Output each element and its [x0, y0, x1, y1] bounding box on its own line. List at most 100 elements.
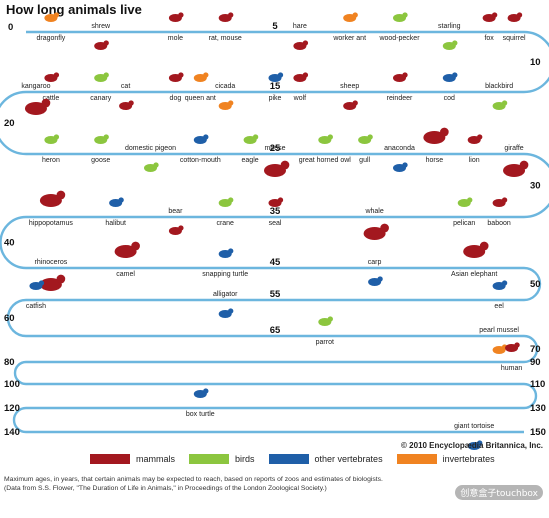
alligator-icon [228, 308, 234, 314]
animal-marker: carp [368, 259, 383, 286]
animal-label: crane [216, 220, 234, 227]
animal-label: bear [168, 208, 183, 215]
animal-label: worker ant [332, 35, 366, 42]
tortoise-icon [477, 440, 483, 446]
animal-marker: hare [293, 23, 309, 50]
animal-marker: gull [358, 134, 373, 164]
animal-label: dragonfly [37, 35, 66, 42]
bear-icon [178, 225, 184, 231]
animal-marker: wood-pecker [378, 12, 420, 42]
animal-label: pearl mussel [479, 327, 519, 334]
animal-label: alligator [213, 291, 238, 298]
animal-label: box turtle [186, 411, 215, 418]
lion-icon [477, 134, 483, 140]
animal-label: pelican [453, 220, 475, 227]
animal-label: giant tortoise [454, 423, 494, 430]
moose-icon [264, 164, 286, 177]
squirrel-icon [516, 12, 523, 18]
heron-icon [53, 134, 60, 140]
kangaroo-icon [41, 98, 51, 108]
animal-marker: eagle [242, 134, 259, 164]
hippo-icon [39, 194, 62, 207]
animal-label: whale [364, 208, 383, 215]
animal-marker: pelican [453, 197, 475, 227]
animal-marker: cicada [215, 83, 235, 110]
animal-label: pike [269, 95, 282, 102]
animal-marker: mole [168, 12, 184, 42]
horse-icon [440, 127, 449, 137]
year-marker: 55 [270, 289, 281, 300]
animal-label: blackbird [485, 83, 513, 90]
legend-label-mammals: mammals [136, 454, 176, 464]
animal-label: kangaroo [21, 83, 50, 90]
animal-marker: squirrel [503, 12, 526, 42]
animal-label: eel [494, 303, 504, 310]
animal-label: dog [170, 95, 182, 102]
giraffe-icon [503, 164, 526, 177]
animal-marker: giraffe [503, 145, 529, 177]
legend-item-birds: birds [189, 454, 255, 464]
carp-icon [377, 276, 383, 282]
timeline-track [0, 30, 549, 434]
animal-marker: rat, mouse [209, 12, 242, 42]
animal-label: rhinoceros [35, 259, 68, 266]
animal-marker: cotton-mouth [180, 134, 221, 164]
woodpecker-icon [402, 12, 408, 18]
whale-icon [380, 223, 389, 233]
year-marker: 0 [8, 22, 13, 33]
animal-label: heron [42, 157, 60, 164]
dragonfly-icon [53, 12, 60, 18]
dog-icon [178, 72, 184, 78]
year-marker: 110 [530, 379, 545, 390]
year-marker: 10 [530, 57, 541, 68]
animal-marker: whale [363, 208, 389, 240]
animal-label: camel [116, 271, 135, 278]
animal-marker: alligator [213, 291, 238, 318]
animal-marker: starling [438, 23, 461, 50]
box-turtle-icon [203, 388, 209, 394]
year-marker: 35 [270, 206, 281, 217]
animal-label: goose [91, 157, 110, 164]
animal-marker: human [501, 342, 522, 372]
pike-icon [277, 72, 284, 78]
animal-marker: fox [482, 12, 498, 42]
legend-swatch-birds [189, 454, 230, 464]
animal-marker: worker ant [332, 12, 366, 42]
hippo-icon [56, 190, 66, 200]
pelican-icon [467, 197, 473, 203]
year-marker: 65 [270, 325, 281, 336]
legend-label-birds: birds [235, 454, 255, 464]
ant-icon [352, 12, 358, 18]
horse-icon [423, 131, 446, 144]
year-marker: 5 [272, 21, 278, 32]
animal-label: cattle [43, 95, 60, 102]
blackbird-icon [501, 100, 508, 106]
elephant-icon [479, 241, 489, 251]
human-icon [514, 342, 520, 348]
snapping-turtle-icon [228, 248, 234, 254]
year-marker: 50 [530, 279, 541, 290]
sheep-icon [352, 100, 358, 106]
animal-label: wolf [293, 95, 307, 102]
animal-label: starling [438, 23, 461, 30]
animal-marker: blackbird [485, 83, 513, 110]
animal-marker: crane [216, 197, 234, 227]
camel-icon [131, 241, 140, 251]
copyright: © 2010 Encyclopædia Britannica, Inc. [401, 441, 543, 450]
legend: mammals birds other vertebrates inverteb… [90, 454, 495, 464]
page-title: How long animals live [6, 2, 142, 17]
year-marker: 150 [530, 427, 546, 438]
animal-marker: catfish [26, 280, 46, 310]
animal-label: domestic pigeon [125, 145, 176, 152]
animal-marker: pike [268, 72, 284, 102]
year-marker: 40 [4, 238, 15, 249]
animal-label: rat, mouse [209, 35, 242, 42]
animal-marker: heron [42, 134, 60, 164]
animal-label: queen ant [185, 95, 216, 102]
animal-marker: dog [168, 72, 184, 102]
cicada-icon [228, 100, 234, 106]
animal-marker: cod [442, 72, 458, 102]
animal-marker: baboon [487, 197, 511, 227]
animal-marker: dragonfly [37, 12, 66, 42]
